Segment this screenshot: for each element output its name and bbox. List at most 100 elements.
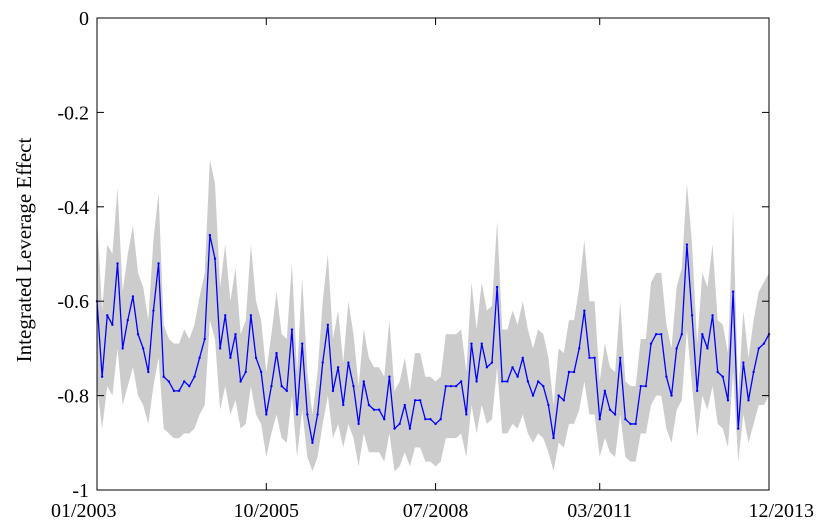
data-point [259,370,263,374]
data-point [757,347,760,350]
data-point [531,394,535,397]
data-point [578,347,581,350]
data-point [131,295,135,298]
data-point [511,366,514,369]
data-point [695,389,699,393]
axes-box [96,17,770,491]
data-point [290,328,294,331]
data-point [116,262,119,265]
data-point [280,384,283,388]
x-tick-label: 12/2013 [748,500,814,522]
data-point [649,342,653,345]
data-point [213,257,217,260]
data-point [172,389,176,393]
data-point [495,285,499,289]
data-point [547,403,550,407]
data-point [588,356,591,360]
data-point [429,418,432,421]
data-point [203,337,206,341]
data-point [470,342,473,345]
data-point [444,384,448,388]
data-point [141,347,145,350]
data-point [234,333,237,336]
data-point [557,394,560,397]
data-point [475,380,478,383]
x-tick-label: 01/2003 [51,500,117,522]
x-tick-label: 03/2011 [567,500,632,522]
y-tick-label: -0.6 [57,291,89,313]
y-tick-label: -0.2 [57,102,89,124]
data-point [362,380,365,383]
data-point [183,380,186,383]
data-point [316,413,319,416]
x-tick-label: 07/2008 [403,500,469,522]
data-point [598,418,601,421]
data-point [352,384,355,388]
data-point [229,356,232,360]
data-point [347,361,350,364]
data-point [552,436,555,440]
data-point [501,380,504,383]
data-point [321,361,324,364]
data-point [295,413,299,416]
data-point [218,347,222,350]
x-tick-label: 10/2005 [234,500,300,522]
data-point [706,347,709,350]
data-point [126,318,129,322]
data-point [449,384,453,388]
data-point [193,375,196,378]
data-point [526,380,530,383]
data-point [265,413,268,416]
data-point [270,384,273,388]
data-point [254,356,258,360]
data-point [331,389,335,393]
data-point [152,309,155,312]
data-point [367,403,371,407]
data-point [275,351,278,355]
data-point [731,290,735,293]
data-point [342,403,345,407]
data-point [198,356,201,360]
data-point [188,384,191,388]
data-point [572,370,576,374]
data-point [239,380,242,383]
data-point [434,422,437,426]
data-point [660,333,663,336]
data-point [167,380,171,383]
data-point [644,384,648,388]
data-point [562,399,566,402]
data-point [306,413,309,416]
data-point [716,370,719,374]
data-point [567,370,571,374]
data-point [480,342,483,345]
data-point [542,384,545,388]
data-point [639,384,642,388]
y-tick-label: -1 [72,480,89,502]
data-point [742,361,745,364]
data-point [408,427,412,430]
data-point [336,366,340,369]
data-point [608,408,612,411]
data-point [377,408,381,411]
data-point [583,309,586,312]
data-point [418,399,422,402]
data-point [372,408,376,411]
data-point [454,384,458,388]
data-point [624,418,627,421]
data-point [398,422,401,426]
data-point [439,418,442,421]
data-point [388,375,391,378]
data-point [701,333,704,336]
y-axis-label: Integrated Leverage Effect [12,138,36,363]
y-tick-label: -0.4 [57,197,89,219]
data-point [516,375,519,378]
data-point [726,399,730,402]
data-point [747,399,750,402]
data-point [685,243,689,246]
data-point [634,422,637,426]
data-point [208,233,212,237]
data-points [95,233,771,444]
data-point [393,427,396,430]
data-point [157,262,160,265]
